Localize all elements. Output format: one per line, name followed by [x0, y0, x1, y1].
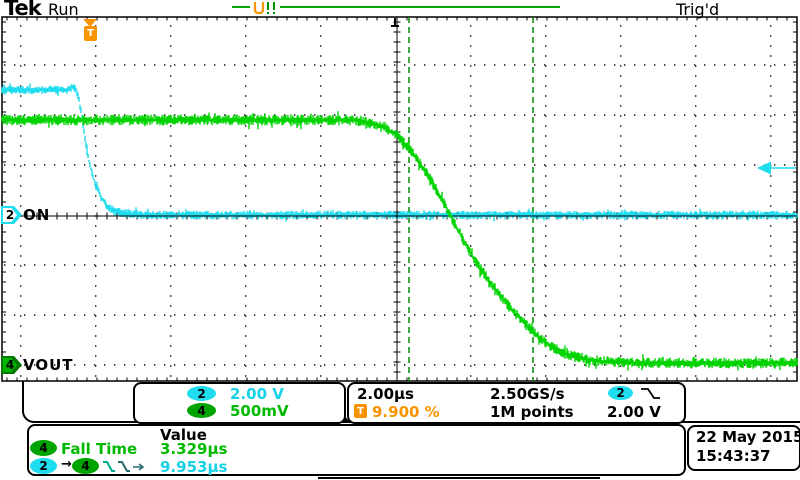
graticule-border: [1, 16, 798, 382]
trigger-position-percent: 9.900 %: [372, 403, 440, 421]
expansion-point-icon: [391, 25, 399, 27]
trigger-position-flag-icon: T: [84, 26, 97, 41]
ch2-badge: 2: [187, 386, 216, 401]
meas1-name: Fall Time: [61, 440, 138, 458]
trigger-source-badge: 2: [608, 386, 633, 400]
expansion-point-icon: [394, 18, 396, 26]
graticule-ticks: [2, 17, 798, 381]
datetime-box: 22 May 2015 15:43:37: [687, 425, 800, 471]
trigger-position-arrow-icon: [83, 19, 97, 27]
meas2-arrow: →: [61, 457, 72, 472]
falling-edge-icon: [640, 386, 662, 401]
mark-tick-icon: [273, 2, 275, 10]
ch2-scale: 2.00 V: [230, 385, 284, 403]
meas2-source-badge: 2: [30, 458, 57, 474]
value-header: Value: [160, 426, 207, 444]
ch4-label: VOUT: [23, 356, 74, 374]
ch4-marker: 4: [1, 356, 22, 374]
ch2-label: ON: [23, 206, 51, 224]
marker-icon: [251, 1, 265, 15]
hidden-panel-edge: [318, 477, 600, 479]
time-text: 15:43:37: [696, 447, 771, 465]
channel-scale-box: 2 2.00 V 4 500mV: [133, 382, 346, 424]
ch4-badge: 4: [187, 403, 216, 418]
measurements-box: Value 4 Fall Time 3.329µs 2 → 4 9.953µs: [27, 424, 686, 476]
graticule-dots: [4, 25, 796, 377]
mark-tick-icon: [267, 12, 269, 14]
record-view-line-right: [280, 6, 560, 8]
sample-rate: 2.50GS/s: [490, 385, 565, 403]
meas2-value: 9.953µs: [160, 458, 228, 476]
ch4-waveform: [1, 111, 798, 371]
record-length: 1M points: [490, 403, 574, 421]
time-per-div: 2.00µs: [357, 385, 414, 403]
meas2-target-badge: 4: [72, 458, 99, 474]
horizontal-trigger-box: 2.00µs T 9.900 % 2.50GS/s 1M points 2 2.…: [347, 382, 686, 424]
acquisition-status: Run: [48, 0, 79, 19]
trigger-t-icon: T: [354, 404, 367, 418]
tek-logo: Tek: [4, 0, 42, 20]
ch2-marker: 2: [1, 206, 22, 224]
trigger-status: Trig'd: [676, 0, 720, 19]
meas1-source-badge: 4: [30, 440, 57, 456]
fall-fall-delay-icon: [102, 459, 150, 474]
mark-tick-icon: [273, 12, 275, 14]
trigger-level-arrow-icon: [757, 161, 771, 175]
date-text: 22 May 2015: [696, 428, 800, 446]
record-view-line-left: [232, 6, 250, 8]
trigger-level: 2.00 V: [607, 403, 661, 421]
mark-tick-icon: [267, 2, 269, 10]
meas1-value: 3.329µs: [160, 440, 228, 458]
ch4-scale: 500mV: [230, 402, 289, 420]
